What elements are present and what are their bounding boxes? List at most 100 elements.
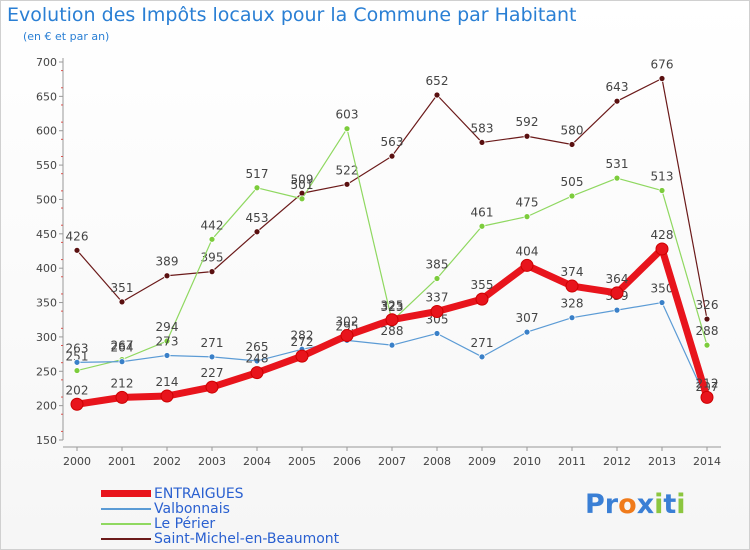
data-label: 509 [291, 172, 314, 186]
data-point [433, 91, 441, 99]
data-point [703, 341, 711, 349]
data-point [568, 141, 576, 148]
data-point [208, 235, 216, 243]
data-point [478, 139, 486, 146]
data-point [613, 174, 621, 182]
data-point [385, 313, 399, 327]
data-label: 307 [516, 311, 539, 325]
data-point [658, 75, 666, 82]
data-label: 428 [651, 228, 674, 242]
data-label: 522 [336, 163, 359, 177]
data-point [523, 132, 531, 140]
x-tick-label: 2013 [648, 455, 676, 468]
legend-item-saint-michel: Saint-Michel-en-Beaumont [101, 530, 340, 547]
data-point [523, 328, 531, 336]
data-point [250, 366, 264, 380]
data-label: 263 [66, 341, 89, 355]
logo-letter: o [618, 489, 637, 520]
data-point [433, 330, 441, 337]
legend-item-le-perier: Le Périer [101, 516, 339, 532]
data-point [613, 97, 621, 105]
data-point [610, 286, 624, 300]
logo-letter: x [636, 489, 655, 520]
legend-swatch-le-perier [101, 522, 151, 525]
data-point [478, 353, 486, 361]
legend-label-saint-michel: Saint-Michel-en-Beaumont [154, 530, 340, 547]
data-label: 302 [336, 315, 359, 329]
data-label: 404 [516, 244, 539, 258]
x-tick-label: 2005 [288, 455, 316, 468]
data-label: 475 [516, 196, 539, 210]
data-point [160, 389, 174, 403]
data-point [658, 187, 666, 194]
data-label: 355 [471, 278, 494, 292]
data-label: 643 [606, 80, 629, 94]
x-tick-label: 2007 [378, 455, 406, 468]
chart-subtitle: (en € et par an) [23, 30, 110, 43]
data-label: 214 [156, 375, 179, 389]
data-label: 531 [606, 157, 629, 171]
data-label: 272 [291, 335, 314, 349]
data-point [700, 390, 714, 404]
data-point [208, 353, 216, 361]
data-point [340, 329, 354, 343]
data-point [568, 192, 576, 200]
data-label: 676 [651, 57, 674, 71]
data-point [73, 367, 81, 374]
x-tick-label: 2004 [243, 455, 271, 468]
chart-title: Evolution des Impôts locaux pour la Comm… [7, 4, 577, 26]
data-point [298, 195, 306, 203]
data-label: 248 [246, 352, 269, 366]
legend-item-valbonnais: Valbonnais [101, 500, 339, 517]
y-tick-label: 550 [36, 159, 57, 172]
data-label: 583 [471, 121, 494, 135]
data-point [343, 125, 351, 133]
data-point [253, 357, 261, 365]
data-point [205, 380, 219, 394]
y-tick-label: 650 [36, 90, 57, 103]
x-tick-label: 2008 [423, 455, 451, 468]
logo-letter: i [676, 489, 686, 520]
data-label: 282 [291, 328, 314, 342]
y-tick-label: 400 [36, 262, 57, 275]
data-point [163, 352, 171, 359]
x-tick-label: 2003 [198, 455, 226, 468]
y-tick-label: 700 [36, 56, 57, 69]
data-label: 350 [651, 282, 674, 296]
legend-label-valbonnais: Valbonnais [154, 500, 230, 517]
data-label: 580 [561, 123, 584, 137]
data-label: 513 [651, 170, 674, 184]
data-point [208, 268, 216, 276]
data-label: 294 [156, 320, 179, 334]
data-label: 212 [696, 376, 719, 390]
logo-letter: t [663, 489, 677, 520]
y-tick-label: 600 [36, 125, 57, 138]
data-label: 364 [606, 272, 629, 286]
data-point [253, 228, 261, 236]
data-label: 592 [516, 115, 539, 129]
data-point [568, 314, 576, 322]
data-label: 271 [471, 336, 494, 350]
data-point [295, 349, 309, 363]
y-tick-label: 350 [36, 297, 57, 310]
data-label: 505 [561, 175, 584, 189]
data-label: 212 [111, 376, 134, 390]
data-point [73, 358, 81, 366]
data-label: 374 [561, 265, 584, 279]
data-point [388, 341, 396, 349]
y-tick-label: 250 [36, 365, 57, 378]
data-label: 288 [696, 324, 719, 338]
x-tick-label: 2000 [63, 455, 91, 468]
logo-letter: r [604, 489, 619, 520]
data-label: 395 [201, 251, 224, 265]
proxiti-logo: Proxiti [585, 489, 686, 520]
data-point [520, 258, 534, 272]
data-label: 337 [426, 290, 449, 304]
data-label: 325 [381, 299, 404, 313]
data-label: 563 [381, 135, 404, 149]
legend-label-entraigues: ENTRAIGUES [154, 485, 244, 502]
legend-swatch-entraigues [101, 490, 151, 497]
data-label: 264 [111, 341, 134, 355]
y-tick-label: 300 [36, 331, 57, 344]
data-label: 267 [111, 339, 134, 353]
